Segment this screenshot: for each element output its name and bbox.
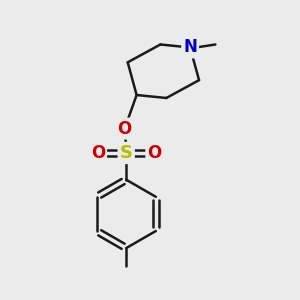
- Text: O: O: [118, 120, 132, 138]
- Text: O: O: [91, 144, 105, 162]
- Text: N: N: [183, 38, 197, 56]
- Text: S: S: [120, 144, 133, 162]
- Text: O: O: [147, 144, 162, 162]
